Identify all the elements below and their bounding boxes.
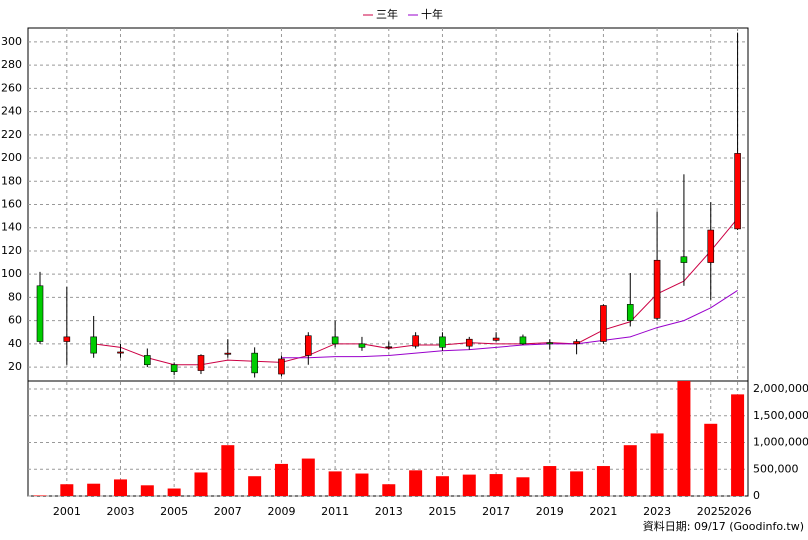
y-tick-label: 20 [8,360,22,373]
y2-tick-label: 1,000,000 [753,436,808,449]
volume-bar [382,484,396,496]
y2-tick-label: 1,500,000 [753,409,808,422]
volume-bar [731,394,745,496]
y2-tick-label: 0 [753,489,760,502]
y-tick-label: 60 [8,314,22,327]
candle-body [680,256,688,263]
volume-bar [570,471,584,496]
candle-body [492,337,500,341]
plot-frame [27,27,749,497]
candle-body [278,358,285,375]
x-tick-label: 2019 [536,505,564,518]
candle-body [63,336,71,342]
volume-bar [677,381,691,496]
volume-bar [274,463,288,496]
y2-tick-label: 2,000,000 [753,382,808,395]
volume-bar [140,485,154,496]
x-tick-label: 2009 [267,505,295,518]
candle-body [653,259,661,319]
legend-label: 十年 [421,7,443,21]
x-tick-label: 2015 [428,505,456,518]
y-tick-label: 40 [8,337,22,350]
candle-body [439,336,446,348]
x-tick-label: 2013 [375,505,403,518]
y-tick-label: 280 [1,58,22,71]
candle-body [90,336,97,354]
volume-bar [462,474,476,496]
volume-bar [167,488,181,496]
y-tick-label: 200 [1,151,22,164]
candle-body [519,336,527,345]
volume-bar [301,458,315,496]
candle-body [251,352,258,374]
volume-bar [623,445,637,496]
volume-bar [596,466,610,496]
x-tick-label: 2026 [724,505,752,518]
y-tick-label: 240 [1,105,22,118]
volume-bar [248,476,262,496]
candle-body [331,336,339,345]
candle-body [626,304,634,321]
y-tick-label: 120 [1,244,22,257]
candle-body [170,364,178,373]
volume-bar [650,433,664,496]
candle-body [358,343,366,348]
ma-line [281,290,738,359]
x-tick-label: 2007 [214,505,242,518]
volume-bar [60,484,74,496]
candle-body [707,229,715,263]
volume-bar [543,466,557,496]
source-note: 資料日期: 09/17 (Goodinfo.tw) [643,519,804,533]
y-tick-label: 160 [1,198,22,211]
candle-body [304,335,312,356]
candle-body [385,346,393,349]
candle-body [465,338,473,347]
x-tick-label: 2025 [697,505,725,518]
candle-body [600,305,607,342]
x-tick-label: 2017 [482,505,510,518]
candle-body [734,153,741,230]
volume-bar [516,477,530,496]
candle-body [224,352,232,355]
candle-body [117,351,124,354]
y-tick-label: 100 [1,267,22,280]
x-tick-label: 2001 [53,505,81,518]
x-tick-label: 2023 [643,505,671,518]
candle-body [412,335,419,347]
x-tick-label: 2021 [589,505,617,518]
volume-bar [113,479,127,496]
volume-bar [435,476,449,496]
y-tick-label: 260 [1,81,22,94]
volume-bar [87,483,101,496]
y-tick-label: 80 [8,290,22,303]
volume-bar [489,474,503,496]
candle-body [573,341,580,345]
volume-bar [221,445,235,496]
volume-bar [409,470,423,496]
x-tick-label: 2003 [106,505,134,518]
volume-bar [33,495,47,496]
y-tick-label: 300 [1,35,22,48]
x-tick-label: 2011 [321,505,349,518]
volume-bar [355,473,369,496]
candle-body [36,285,44,342]
y2-tick-label: 500,000 [753,462,799,475]
volume-bar [194,472,208,496]
y-tick-label: 220 [1,128,22,141]
volume-bar [328,471,342,496]
volume-bar [704,423,718,496]
legend-label: 三年 [376,7,398,21]
candle-body [144,355,151,366]
y-tick-label: 140 [1,221,22,234]
candle-body [546,342,554,345]
candle-body [197,355,205,371]
y-tick-label: 180 [1,174,22,187]
x-tick-label: 2005 [160,505,188,518]
